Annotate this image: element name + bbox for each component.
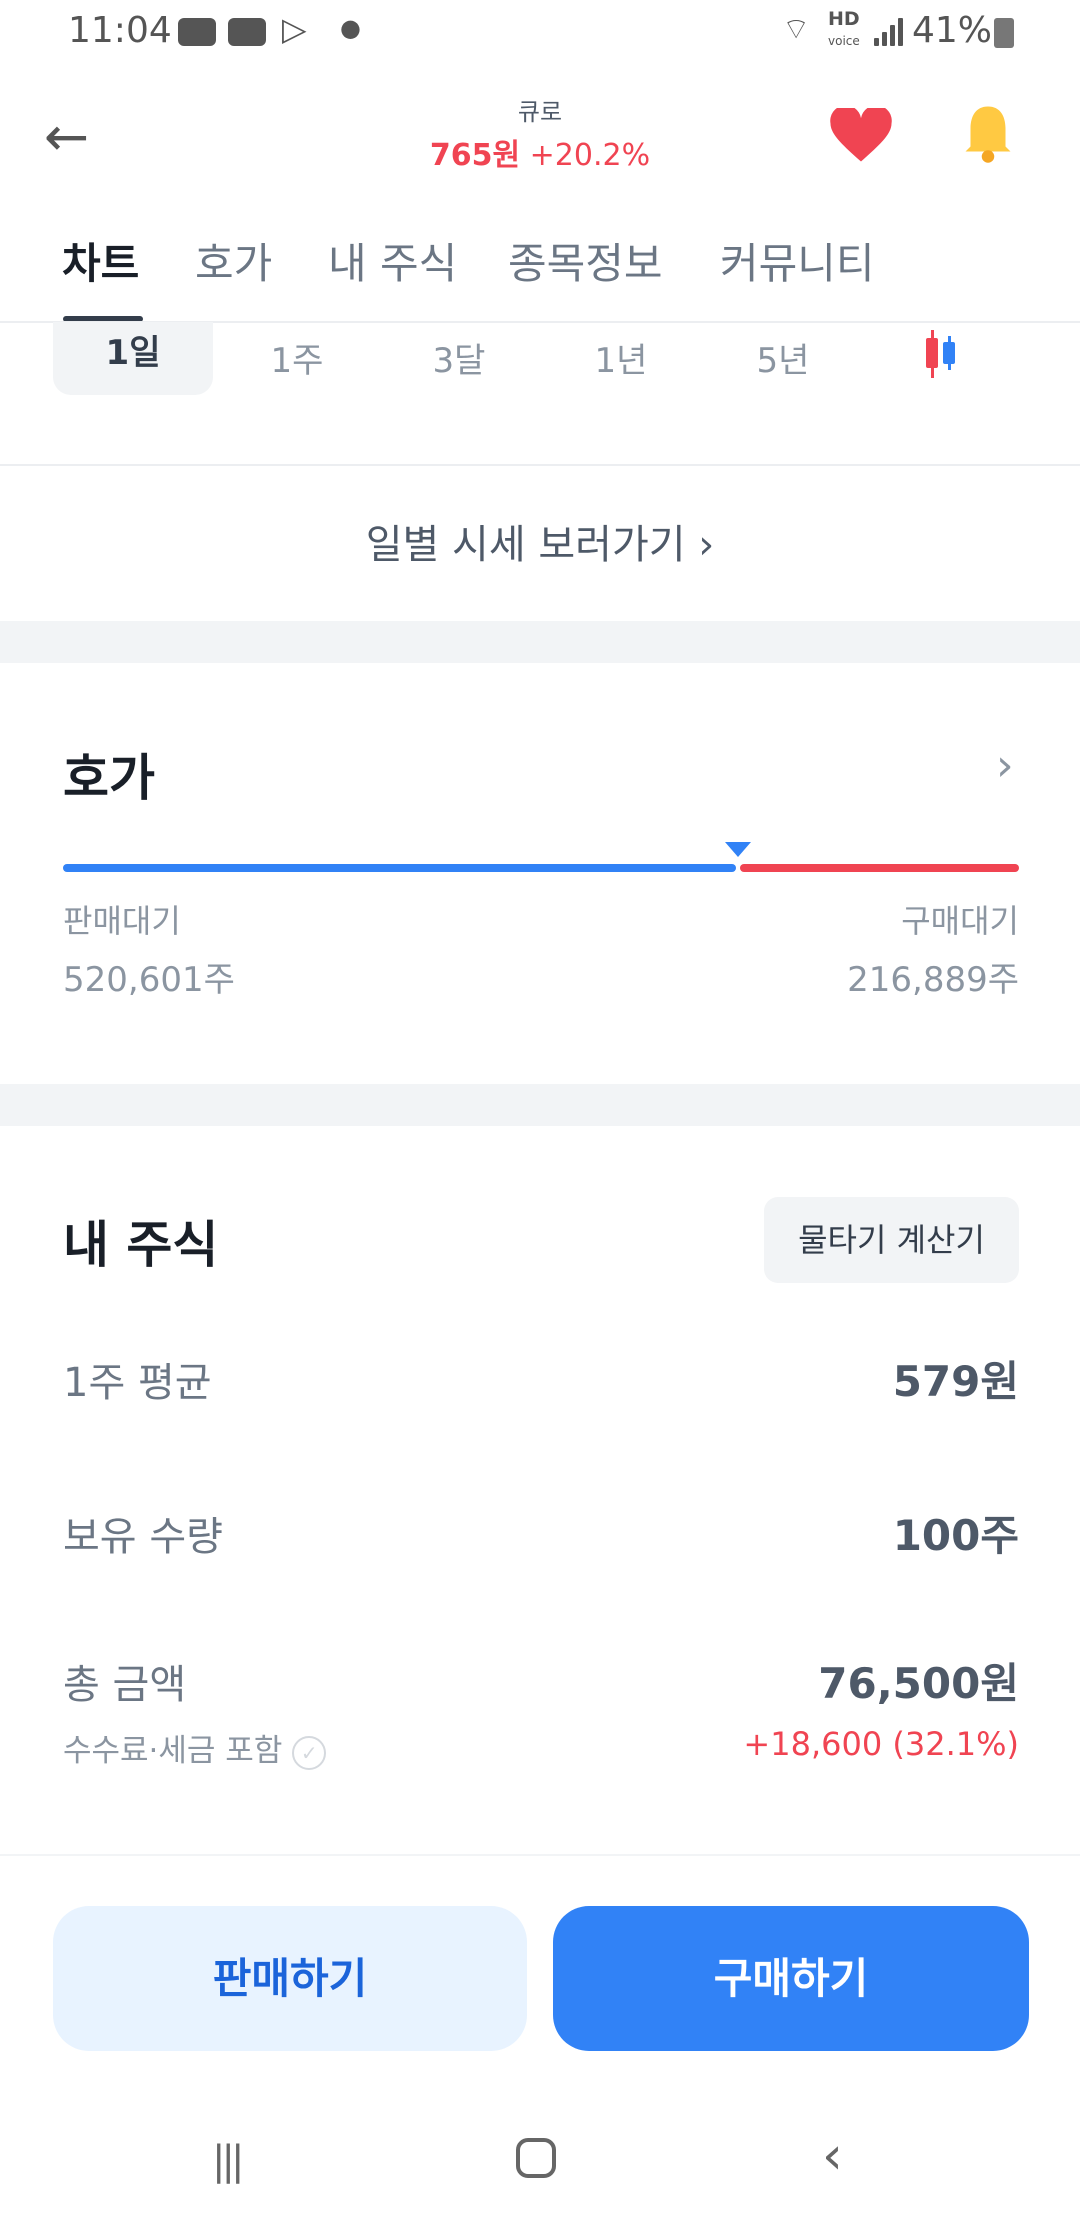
holding-qty-label: 보유 수량	[63, 1514, 223, 1560]
buy-wait-qty: 216,889주	[847, 960, 1019, 1000]
tab-indicator	[63, 316, 143, 322]
signal-icon	[874, 18, 904, 46]
youtube-icon	[228, 18, 266, 46]
battery-percent: 41%	[912, 10, 993, 51]
nav-back-icon[interactable]: ‹	[822, 2126, 843, 2186]
total-amount-label: 총 금액	[63, 1662, 187, 1708]
stock-change: +20.2%	[529, 138, 651, 173]
stock-price-line: 765원 +20.2%	[0, 130, 1080, 174]
recent-apps-icon[interactable]: |||	[212, 2138, 245, 2184]
youtube-icon	[178, 18, 216, 46]
sell-wait-qty: 520,601주	[63, 960, 235, 1000]
buy-wait-label: 구매대기	[901, 902, 1019, 940]
candlestick-icon[interactable]	[926, 330, 976, 378]
tab-my-stock[interactable]: 내 주식	[328, 239, 458, 288]
tab-orderbook[interactable]: 호가	[195, 239, 273, 288]
stock-name: 큐로	[517, 98, 563, 126]
chevron-right-icon[interactable]: ›	[996, 740, 1014, 791]
stock-price: 765원	[429, 138, 521, 173]
daily-price-link[interactable]: 일별 시세 보러가기 ›	[0, 512, 1080, 570]
period-5y[interactable]: 5년	[756, 341, 810, 381]
divider	[0, 321, 1080, 323]
period-1y[interactable]: 1년	[594, 341, 648, 381]
fee-note-text: 수수료·세금 포함	[63, 1733, 283, 1769]
tab-stock-info[interactable]: 종목정보	[508, 239, 663, 288]
tab-chart[interactable]: 차트	[62, 239, 140, 288]
period-1w[interactable]: 1주	[270, 341, 324, 381]
hd-text: HD	[828, 8, 860, 30]
status-bar: 11:04 ▷ ● ⌔ HD voice 41%	[0, 0, 1080, 64]
divider	[0, 464, 1080, 466]
wifi-icon: ⌔	[782, 12, 811, 47]
orderbook-title: 호가	[63, 749, 155, 807]
period-1d[interactable]: 1일	[53, 322, 213, 395]
home-icon[interactable]	[516, 2138, 556, 2178]
sell-wait-label: 판매대기	[63, 902, 181, 940]
notification-dot-icon: ●	[340, 14, 361, 42]
my-stock-title: 내 주식	[63, 1216, 219, 1274]
sell-button[interactable]: 판매하기	[53, 1906, 527, 2051]
period-3m[interactable]: 3달	[432, 341, 486, 381]
bell-icon[interactable]	[958, 104, 1018, 164]
averaging-calculator-button[interactable]: 물타기 계산기	[764, 1197, 1019, 1283]
play-store-icon: ▷	[282, 10, 307, 48]
back-arrow-icon[interactable]: ←	[44, 105, 90, 168]
section-separator	[0, 1084, 1080, 1126]
holding-qty-value: 100주	[892, 1511, 1019, 1560]
clock: 11:04	[68, 10, 172, 51]
sell-volume-bar	[63, 864, 736, 872]
divider	[0, 1854, 1080, 1856]
avg-price-label: 1주 평균	[63, 1360, 212, 1406]
buy-button[interactable]: 구매하기	[553, 1906, 1029, 2051]
tab-community[interactable]: 커뮤니티	[720, 239, 875, 288]
heart-icon[interactable]	[830, 108, 892, 164]
section-separator	[0, 621, 1080, 663]
check-circle-icon[interactable]: ✓	[292, 1735, 327, 1770]
total-amount-value: 76,500원	[818, 1659, 1019, 1708]
hd-voice-icon: HD voice	[828, 8, 868, 56]
fee-note: 수수료·세금 포함 ✓	[63, 1725, 327, 1770]
avg-price-value: 579원	[892, 1357, 1019, 1406]
current-price-marker-icon	[724, 842, 751, 857]
buy-volume-bar	[739, 864, 1019, 872]
battery-icon	[994, 18, 1014, 48]
chevron-right-icon: ›	[698, 522, 715, 568]
daily-price-link-label: 일별 시세 보러가기	[365, 522, 686, 568]
voice-text: voice	[828, 34, 860, 48]
orderbook-bar	[63, 842, 1019, 874]
profit-value: +18,600 (32.1%)	[743, 1725, 1019, 1763]
